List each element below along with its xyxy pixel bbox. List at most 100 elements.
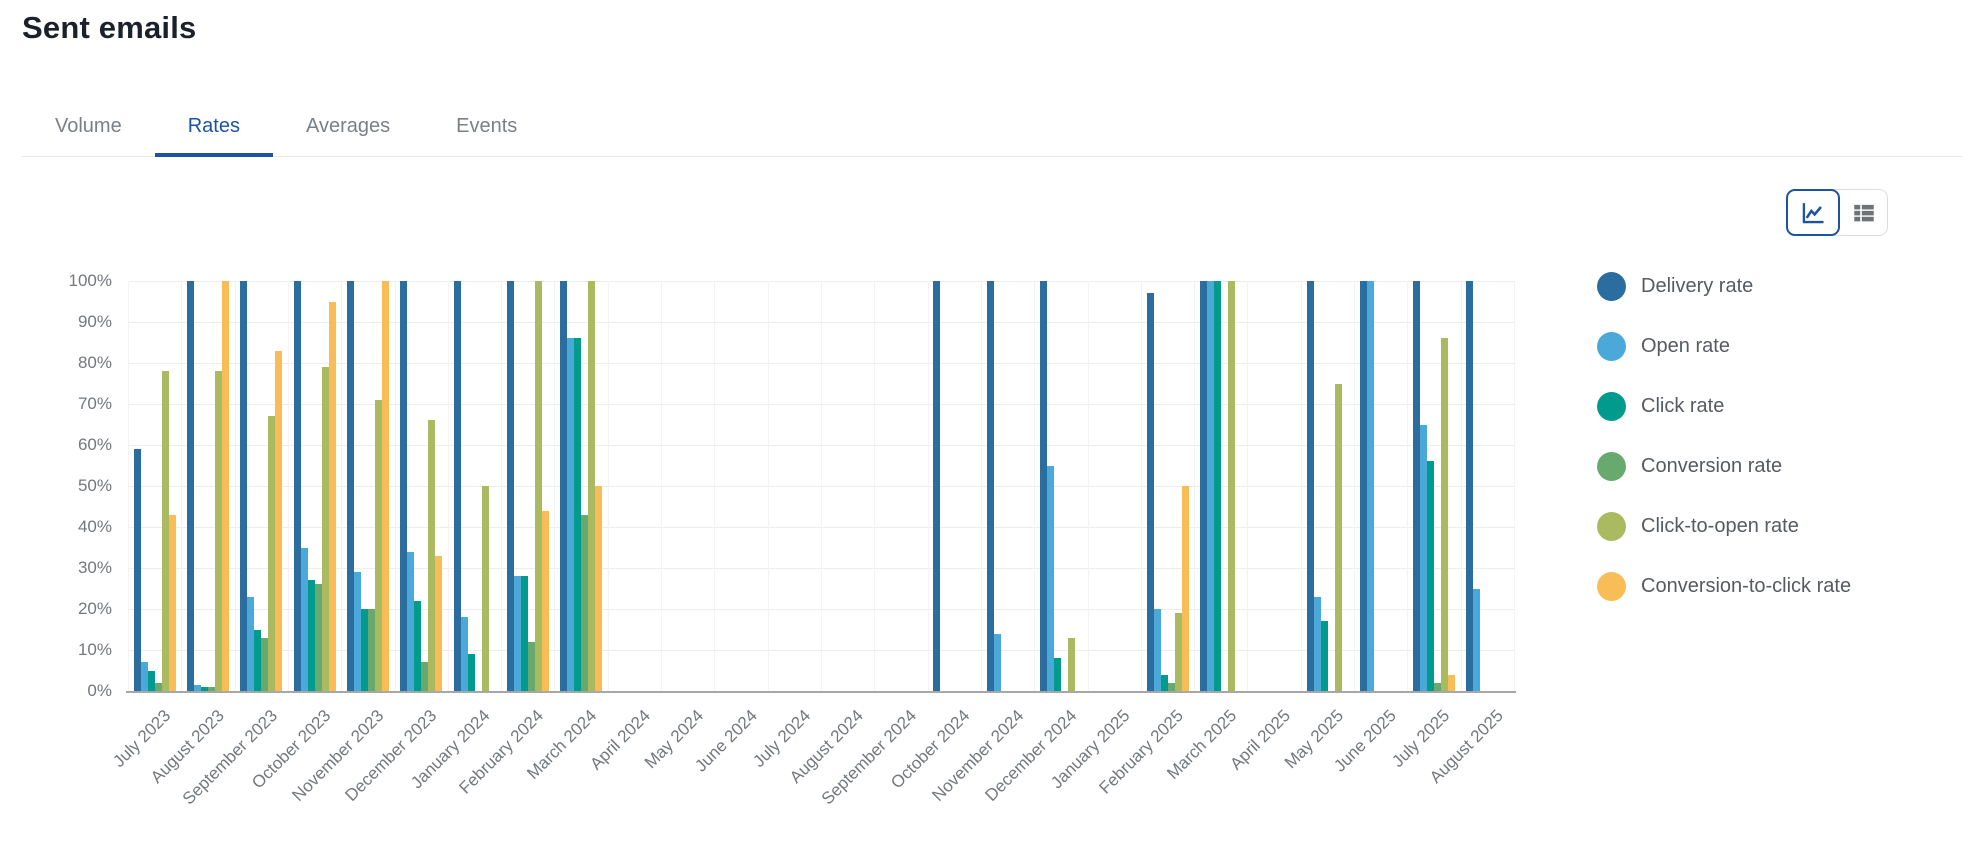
bar[interactable] xyxy=(581,514,589,691)
bar[interactable] xyxy=(1227,281,1235,691)
bar[interactable] xyxy=(1306,281,1314,691)
bar[interactable] xyxy=(1039,281,1047,691)
bar[interactable] xyxy=(1167,682,1175,691)
bar[interactable] xyxy=(1067,637,1075,691)
bar[interactable] xyxy=(275,350,283,691)
category-gridline xyxy=(1300,281,1302,691)
bar[interactable] xyxy=(147,670,155,691)
legend-item[interactable]: Delivery rate xyxy=(1597,272,1851,301)
bar[interactable] xyxy=(541,510,549,691)
bar[interactable] xyxy=(1053,658,1061,691)
bar[interactable] xyxy=(513,576,521,691)
bar[interactable] xyxy=(367,609,375,691)
bar[interactable] xyxy=(414,600,422,691)
bar[interactable] xyxy=(307,580,315,691)
bar[interactable] xyxy=(428,420,436,691)
bar[interactable] xyxy=(520,576,528,691)
bar[interactable] xyxy=(1213,281,1221,691)
bar[interactable] xyxy=(560,281,568,691)
chart-view-button[interactable] xyxy=(1786,189,1840,236)
bar[interactable] xyxy=(1473,588,1481,691)
bar[interactable] xyxy=(986,281,994,691)
bar[interactable] xyxy=(1366,281,1374,691)
bar[interactable] xyxy=(435,555,443,691)
bar[interactable] xyxy=(261,637,269,691)
bar[interactable] xyxy=(1427,461,1435,691)
bar[interactable] xyxy=(374,399,382,691)
bar[interactable] xyxy=(574,338,582,691)
legend-item[interactable]: Click-to-open rate xyxy=(1597,512,1851,541)
bar[interactable] xyxy=(207,686,215,691)
bar[interactable] xyxy=(1313,596,1321,691)
bar[interactable] xyxy=(1441,338,1449,691)
bar[interactable] xyxy=(346,281,354,691)
bar[interactable] xyxy=(168,514,176,691)
bar[interactable] xyxy=(154,682,162,691)
bar[interactable] xyxy=(353,572,361,691)
bar[interactable] xyxy=(200,686,208,691)
bar[interactable] xyxy=(460,617,468,691)
bar[interactable] xyxy=(933,281,941,691)
bar[interactable] xyxy=(1160,674,1168,691)
bar[interactable] xyxy=(293,281,301,691)
bar[interactable] xyxy=(381,281,389,691)
bar[interactable] xyxy=(588,281,596,691)
bar[interactable] xyxy=(1146,293,1154,691)
bar[interactable] xyxy=(506,281,514,691)
bar[interactable] xyxy=(268,416,276,691)
bar-group xyxy=(1194,281,1247,691)
bar[interactable] xyxy=(534,281,542,691)
bar[interactable] xyxy=(254,629,262,691)
bar[interactable] xyxy=(1181,486,1189,691)
bar[interactable] xyxy=(186,281,194,691)
bar[interactable] xyxy=(193,684,201,691)
bar[interactable] xyxy=(221,281,229,691)
bar[interactable] xyxy=(247,596,255,691)
bar[interactable] xyxy=(314,584,322,691)
bar[interactable] xyxy=(1334,383,1342,691)
legend-item[interactable]: Click rate xyxy=(1597,392,1851,421)
legend-item[interactable]: Conversion-to-click rate xyxy=(1597,572,1851,601)
bar[interactable] xyxy=(140,662,148,691)
bar[interactable] xyxy=(240,281,248,691)
bar[interactable] xyxy=(1466,281,1474,691)
bar[interactable] xyxy=(421,662,429,691)
bar[interactable] xyxy=(467,654,475,691)
bar[interactable] xyxy=(1046,465,1054,691)
bar[interactable] xyxy=(321,367,329,691)
bar[interactable] xyxy=(161,371,169,691)
bar[interactable] xyxy=(1420,424,1428,691)
table-view-button[interactable] xyxy=(1840,190,1887,235)
tab-rates[interactable]: Rates xyxy=(154,102,273,157)
bar[interactable] xyxy=(595,486,603,691)
bar[interactable] xyxy=(1434,682,1442,691)
bar[interactable] xyxy=(133,449,141,691)
bar[interactable] xyxy=(567,338,575,691)
bar[interactable] xyxy=(360,609,368,691)
bar[interactable] xyxy=(1199,281,1207,691)
tab-events[interactable]: Events xyxy=(456,115,518,137)
bar[interactable] xyxy=(1153,609,1161,691)
bar[interactable] xyxy=(1448,674,1456,691)
legend-item[interactable]: Conversion rate xyxy=(1597,452,1851,481)
bar[interactable] xyxy=(1320,621,1328,691)
bar[interactable] xyxy=(453,281,461,691)
bar[interactable] xyxy=(1174,613,1182,691)
bar[interactable] xyxy=(400,281,408,691)
bar[interactable] xyxy=(527,641,535,691)
bar-group xyxy=(128,281,181,691)
bar[interactable] xyxy=(1206,281,1214,691)
bar[interactable] xyxy=(481,486,489,691)
x-axis-label: August 2025 xyxy=(1193,706,1507,787)
legend-item[interactable]: Open rate xyxy=(1597,332,1851,361)
bar[interactable] xyxy=(214,371,222,691)
bar[interactable] xyxy=(328,301,336,691)
bar[interactable] xyxy=(1413,281,1421,691)
bar[interactable] xyxy=(993,633,1001,691)
tab-averages[interactable]: Averages xyxy=(305,115,391,137)
bar[interactable] xyxy=(300,547,308,691)
bar-group xyxy=(235,281,288,691)
bar[interactable] xyxy=(1359,281,1367,691)
bar[interactable] xyxy=(407,551,415,691)
tab-volume[interactable]: Volume xyxy=(55,115,122,137)
